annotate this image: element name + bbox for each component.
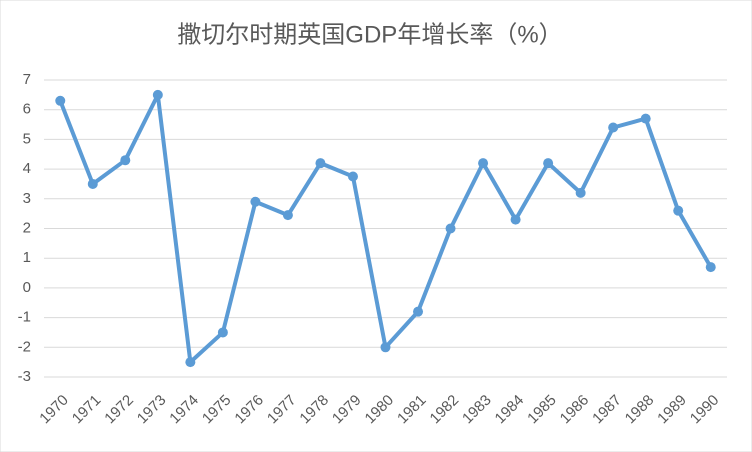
y-tick-label: 6 — [23, 101, 31, 118]
y-tick-label: 4 — [23, 160, 31, 177]
y-tick-label: -3 — [18, 368, 31, 385]
data-point — [608, 122, 619, 133]
data-point — [282, 210, 293, 221]
y-tick-label: 7 — [23, 71, 31, 88]
y-tick-label: -2 — [18, 338, 31, 355]
data-point — [55, 95, 66, 106]
data-point — [185, 357, 196, 368]
data-point — [640, 113, 651, 124]
data-point — [347, 171, 358, 182]
data-point — [478, 158, 489, 169]
data-point — [315, 158, 326, 169]
data-point — [120, 155, 131, 166]
y-tick-label: 1 — [23, 249, 31, 266]
data-point — [510, 214, 521, 225]
data-point — [250, 196, 261, 207]
data-point — [705, 262, 716, 273]
y-tick-label: 2 — [23, 219, 31, 236]
chart-title: 撒切尔时期英国GDP年增长率（%） — [177, 21, 562, 48]
data-point — [543, 158, 554, 169]
data-point — [380, 342, 391, 353]
data-point — [575, 187, 586, 198]
data-point — [445, 223, 456, 234]
data-point — [152, 89, 163, 100]
y-tick-label: 3 — [23, 190, 31, 207]
y-tick-label: 0 — [23, 279, 31, 296]
data-point — [87, 178, 98, 189]
y-tick-label: -1 — [18, 309, 31, 326]
data-point — [413, 306, 424, 317]
data-point — [217, 327, 228, 338]
y-tick-label: 5 — [23, 130, 31, 147]
data-point — [673, 205, 684, 216]
